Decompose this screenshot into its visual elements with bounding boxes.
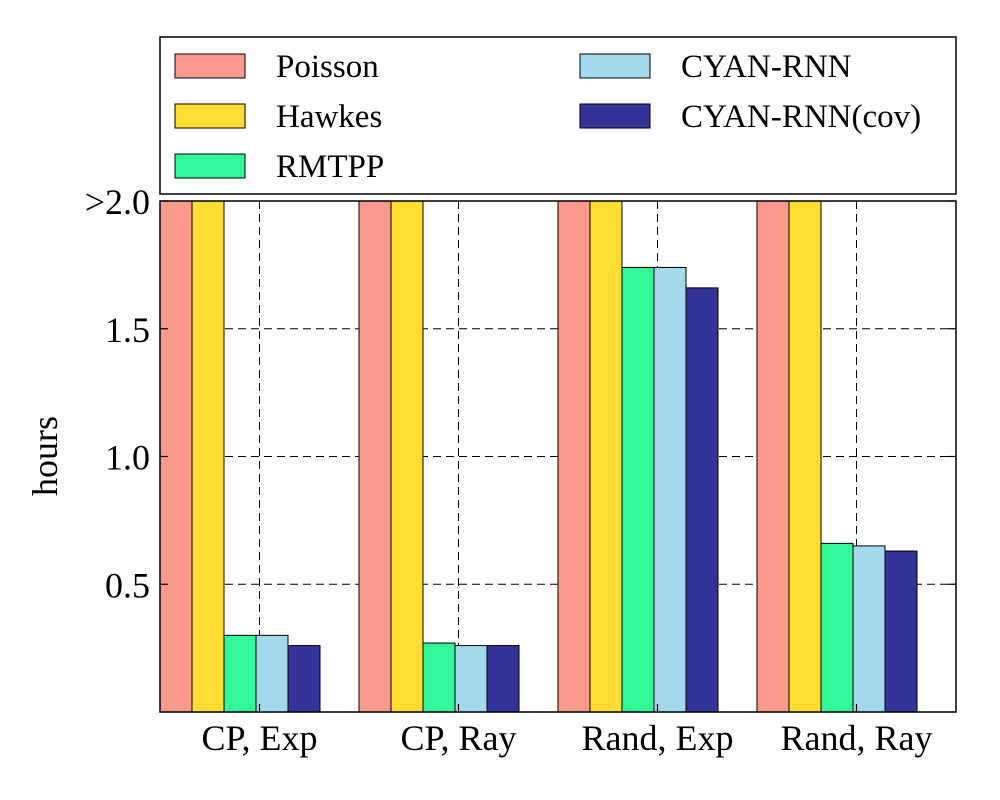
y-tick-label: >2.0 [85, 182, 150, 222]
bar-hawkes [788, 200, 822, 713]
y-tick-label: 1.5 [105, 310, 150, 350]
legend-swatch [174, 153, 246, 179]
x-tick-label: Rand, Ray [781, 718, 933, 758]
legend-swatch [579, 53, 651, 79]
y-tick-label: 1.0 [105, 438, 150, 478]
bar-rmtpp [223, 634, 257, 713]
y-tick-label: 0.5 [105, 565, 150, 605]
legend-swatch [174, 53, 246, 79]
bar-rmtpp [820, 542, 854, 713]
bar-hawkes [191, 200, 225, 713]
bar-cyan-rnn [852, 545, 886, 713]
legend-frame [159, 36, 957, 195]
bar-cyan-rnn-cov [685, 287, 719, 713]
bar-rmtpp [621, 266, 655, 713]
legend-label: RMTPP [276, 149, 384, 185]
bar-cyan-rnn [653, 266, 687, 713]
x-tick-label: CP, Ray [400, 718, 516, 758]
bar-hawkes [390, 200, 424, 713]
x-tick-label: CP, Exp [201, 718, 317, 758]
bar-cyan-rnn-cov [486, 645, 520, 713]
legend-label: CYAN-RNN(cov) [681, 99, 921, 135]
legend-label: Hawkes [276, 99, 382, 135]
bar-rmtpp [422, 642, 456, 713]
legend: Poisson Hawkes RMTPP CYAN-RNN CYAN-RNN(cov) [159, 36, 957, 195]
bars [159, 200, 918, 713]
bar-poisson [358, 200, 392, 713]
legend-swatch [579, 103, 651, 129]
x-ticks: CP, Exp CP, Ray Rand, Exp Rand, Ray [201, 704, 932, 758]
bar-cyan-rnn-cov [884, 550, 918, 713]
bar-hawkes [589, 200, 623, 713]
bar-poisson [557, 200, 591, 713]
y-ticks: 0.5 1.0 1.5 >2.0 [85, 182, 956, 605]
legend-swatch [174, 103, 246, 129]
legend-label: CYAN-RNN [681, 49, 852, 85]
legend-label: Poisson [276, 49, 379, 85]
x-tick-label: Rand, Exp [582, 718, 734, 758]
bar-cyan-rnn-cov [287, 645, 321, 713]
bar-cyan-rnn [454, 645, 488, 713]
bar-cyan-rnn [255, 634, 289, 713]
y-axis-label: hours [25, 416, 65, 496]
bar-poisson [756, 200, 790, 713]
